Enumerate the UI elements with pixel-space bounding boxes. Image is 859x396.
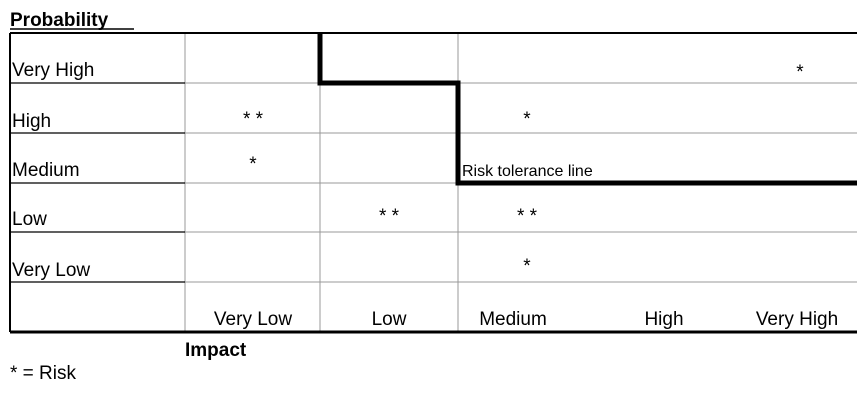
column-label: Very Low [214, 309, 292, 330]
risk-marker: * [249, 154, 257, 175]
row-label: Very Low [12, 260, 90, 281]
column-label: Medium [479, 309, 547, 330]
y-axis-label: Probability [10, 10, 109, 31]
risk-tolerance-line [317, 33, 857, 186]
risk-marker: * * [243, 109, 264, 130]
column-label: Very High [756, 309, 838, 330]
risk-marker: * * [517, 206, 538, 227]
x-axis-label: Impact [185, 340, 247, 360]
column-label: Low [372, 309, 407, 330]
risk-matrix-chart: Probability Very High High Medium Low Very Lo… [9, 10, 857, 360]
row-label: Very High [12, 60, 94, 81]
column-label: High [644, 309, 683, 330]
risk-marker: * [796, 62, 804, 83]
row-label: Low [12, 209, 47, 230]
row-label: Medium [12, 160, 80, 181]
risk-marker: * * [379, 206, 400, 227]
risk-tolerance-label: Risk tolerance line [462, 163, 593, 180]
row-label: High [12, 111, 51, 132]
risk-marker: * [523, 256, 531, 277]
legend-note: * = Risk [10, 363, 76, 384]
risk-marker: * [523, 109, 531, 130]
